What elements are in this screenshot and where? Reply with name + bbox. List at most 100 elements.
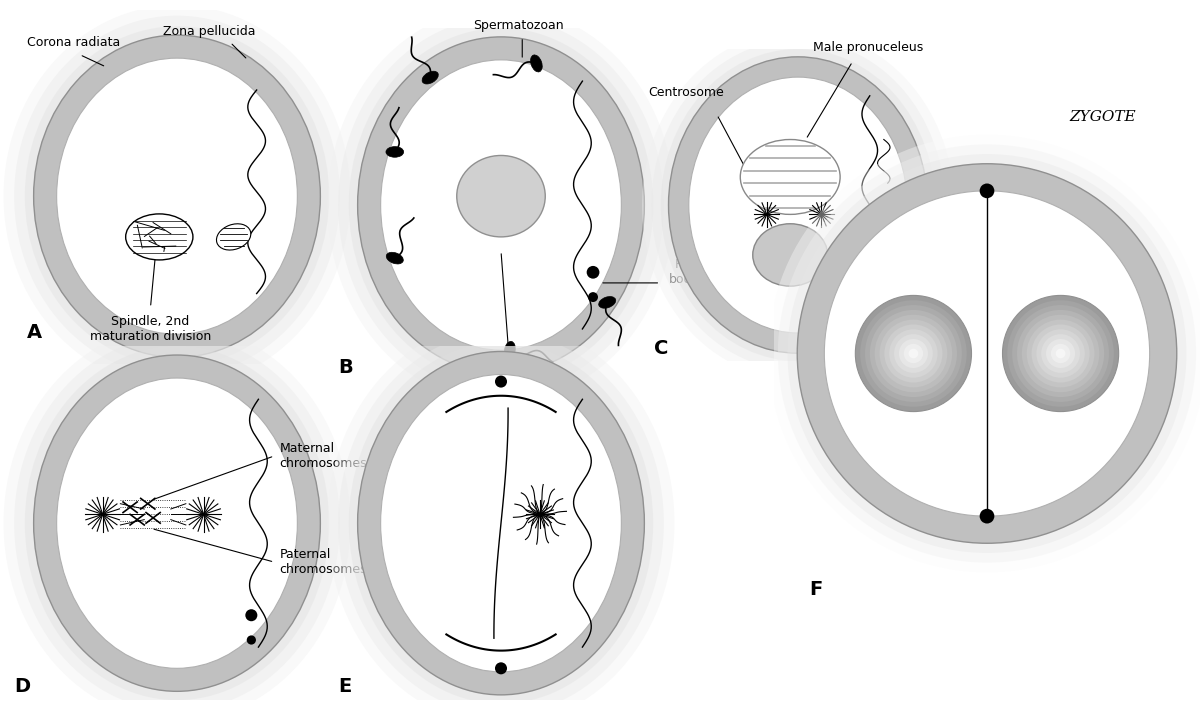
Circle shape — [797, 164, 1177, 543]
Ellipse shape — [504, 341, 515, 359]
Ellipse shape — [349, 28, 653, 382]
Circle shape — [860, 300, 967, 407]
Circle shape — [1056, 349, 1066, 358]
Circle shape — [806, 173, 1168, 534]
Text: B: B — [338, 358, 353, 378]
Circle shape — [587, 266, 600, 279]
Circle shape — [856, 296, 972, 411]
Text: F: F — [809, 580, 822, 600]
Circle shape — [875, 279, 883, 288]
Text: Centrosome: Centrosome — [648, 86, 724, 99]
Ellipse shape — [34, 355, 320, 691]
Circle shape — [865, 305, 962, 402]
Circle shape — [1046, 339, 1075, 368]
Circle shape — [778, 144, 1196, 563]
Circle shape — [899, 339, 928, 368]
Ellipse shape — [668, 57, 928, 354]
Ellipse shape — [338, 18, 664, 392]
Ellipse shape — [216, 224, 251, 250]
Text: A: A — [26, 323, 42, 342]
Circle shape — [1022, 315, 1099, 392]
Circle shape — [768, 135, 1200, 572]
Text: ZYGOTE: ZYGOTE — [1070, 110, 1136, 124]
Ellipse shape — [457, 156, 545, 237]
Ellipse shape — [14, 336, 340, 707]
Text: E: E — [338, 677, 352, 696]
Circle shape — [247, 636, 256, 645]
Ellipse shape — [36, 357, 319, 689]
Circle shape — [894, 334, 932, 373]
Circle shape — [787, 154, 1187, 553]
Circle shape — [824, 191, 1150, 516]
Ellipse shape — [126, 214, 193, 260]
Text: Female pronucleus: Female pronucleus — [451, 375, 569, 388]
Text: Polar
bodies: Polar bodies — [670, 258, 710, 286]
Circle shape — [884, 325, 942, 382]
Ellipse shape — [14, 16, 340, 377]
Ellipse shape — [338, 332, 664, 707]
Circle shape — [1051, 344, 1070, 363]
Ellipse shape — [652, 40, 944, 370]
Circle shape — [1042, 334, 1080, 373]
Ellipse shape — [386, 252, 403, 264]
Circle shape — [880, 320, 947, 387]
Ellipse shape — [689, 77, 907, 333]
Ellipse shape — [386, 146, 403, 157]
Circle shape — [889, 329, 937, 378]
Text: Maternal
chromosomes: Maternal chromosomes — [280, 442, 367, 470]
Circle shape — [494, 375, 508, 387]
Ellipse shape — [4, 325, 350, 707]
Circle shape — [1002, 296, 1118, 411]
Circle shape — [797, 164, 1177, 543]
Circle shape — [1027, 320, 1094, 387]
Ellipse shape — [46, 368, 308, 679]
Circle shape — [979, 509, 995, 523]
Text: Corona radiata: Corona radiata — [26, 36, 120, 49]
Ellipse shape — [422, 71, 438, 84]
Text: Male pronuceleus: Male pronuceleus — [814, 41, 923, 54]
Ellipse shape — [740, 139, 840, 214]
Ellipse shape — [370, 49, 632, 361]
Circle shape — [588, 292, 598, 302]
Circle shape — [875, 315, 952, 392]
Ellipse shape — [642, 30, 954, 380]
Circle shape — [1007, 300, 1114, 407]
Ellipse shape — [4, 5, 350, 387]
Circle shape — [979, 184, 995, 198]
Ellipse shape — [360, 354, 643, 693]
Circle shape — [1032, 325, 1090, 382]
Ellipse shape — [328, 7, 674, 403]
Text: Zona pellucida: Zona pellucida — [163, 25, 256, 38]
Circle shape — [870, 310, 956, 397]
Ellipse shape — [380, 60, 622, 350]
Ellipse shape — [358, 37, 644, 373]
Ellipse shape — [349, 343, 653, 703]
Ellipse shape — [530, 55, 542, 72]
Circle shape — [1018, 310, 1104, 397]
Ellipse shape — [328, 322, 674, 707]
Ellipse shape — [360, 39, 643, 371]
Ellipse shape — [46, 47, 308, 345]
Circle shape — [908, 349, 918, 358]
Ellipse shape — [370, 364, 632, 682]
Ellipse shape — [599, 296, 616, 308]
Text: C: C — [654, 339, 668, 358]
Circle shape — [245, 609, 257, 621]
Ellipse shape — [36, 37, 319, 356]
Circle shape — [904, 344, 923, 363]
Ellipse shape — [380, 375, 622, 672]
Circle shape — [494, 662, 508, 674]
Ellipse shape — [679, 68, 917, 342]
Text: Spermatozoan: Spermatozoan — [473, 18, 564, 32]
Ellipse shape — [752, 223, 828, 286]
Text: D: D — [14, 677, 30, 696]
Ellipse shape — [34, 35, 320, 357]
Ellipse shape — [56, 378, 298, 668]
Circle shape — [1012, 305, 1109, 402]
Circle shape — [1037, 329, 1085, 378]
Ellipse shape — [56, 58, 298, 334]
Text: Spindle, 2nd
maturation division: Spindle, 2nd maturation division — [90, 315, 211, 343]
Ellipse shape — [661, 49, 935, 361]
Ellipse shape — [670, 59, 926, 351]
Text: Paternal
chromosomes: Paternal chromosomes — [280, 548, 367, 576]
